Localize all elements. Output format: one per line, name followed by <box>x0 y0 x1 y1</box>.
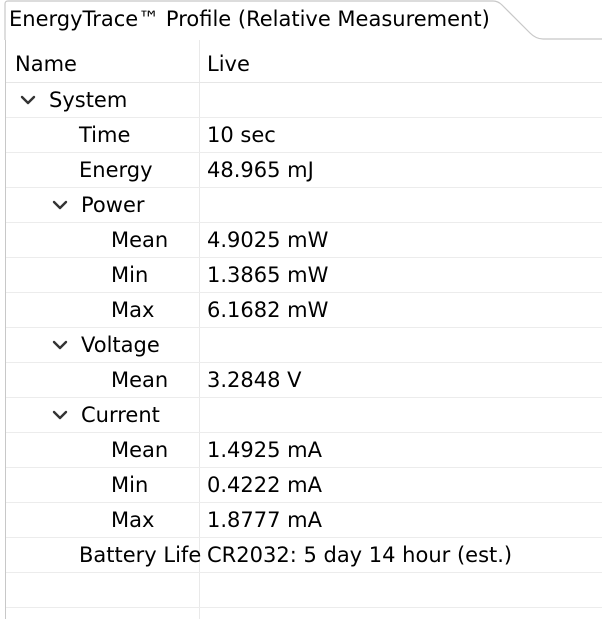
row-label: Min <box>111 473 149 497</box>
tree-row-energy[interactable]: Energy 48.965 mJ <box>6 153 602 188</box>
row-label: Min <box>111 263 149 287</box>
tree-row-voltage[interactable]: Voltage <box>6 328 602 363</box>
row-label: Mean <box>111 228 169 252</box>
row-value: 10 sec <box>207 123 276 147</box>
row-label: Power <box>81 193 145 217</box>
tree-node: Current <box>50 398 160 432</box>
table-header: Name Live <box>6 40 602 83</box>
tree-row-current-mean[interactable]: Mean 1.4925 mA <box>6 433 602 468</box>
row-label: System <box>49 88 128 112</box>
row-label: Mean <box>111 368 169 392</box>
row-label: Battery Life <box>79 543 202 567</box>
row-label: Max <box>111 508 155 532</box>
row-value: CR2032: 5 day 14 hour (est.) <box>207 543 513 567</box>
row-value: 1.4925 mA <box>207 438 322 462</box>
tree-row-current-max[interactable]: Max 1.8777 mA <box>6 503 602 538</box>
row-label: Energy <box>79 158 153 182</box>
row-label: Current <box>81 403 160 427</box>
view-tab-strip: EnergyTrace™ Profile (Relative Measureme… <box>0 0 602 40</box>
row-value: 1.3865 mW <box>207 263 329 287</box>
row-value: 3.2848 V <box>207 368 302 392</box>
view-tab-title[interactable]: EnergyTrace™ Profile (Relative Measureme… <box>9 7 490 31</box>
tab-outline <box>4 0 602 40</box>
tree-row-power-mean[interactable]: Mean 4.9025 mW <box>6 223 602 258</box>
tree-node: System <box>18 83 127 117</box>
chevron-down-icon[interactable] <box>50 195 70 215</box>
column-header-live[interactable]: Live <box>207 52 250 76</box>
tree-row-time[interactable]: Time 10 sec <box>6 118 602 153</box>
tree-row-battery-life[interactable]: Battery Life CR2032: 5 day 14 hour (est.… <box>6 538 602 573</box>
tree-row-power-min[interactable]: Min 1.3865 mW <box>6 258 602 293</box>
row-label: Time <box>79 123 131 147</box>
tree-row-current-min[interactable]: Min 0.4222 mA <box>6 468 602 503</box>
row-value: 0.4222 mA <box>207 473 322 497</box>
row-value: 48.965 mJ <box>207 158 314 182</box>
tree-node: Power <box>50 188 145 222</box>
row-value: 4.9025 mW <box>207 228 329 252</box>
chevron-down-icon[interactable] <box>50 335 70 355</box>
column-divider[interactable] <box>199 40 200 619</box>
tree-row-voltage-mean[interactable]: Mean 3.2848 V <box>6 363 602 398</box>
row-value: 6.1682 mW <box>207 298 329 322</box>
tree-row-power-max[interactable]: Max 6.1682 mW <box>6 293 602 328</box>
table-body: System Time 10 sec Energy 48.965 mJ Powe… <box>6 83 602 608</box>
tree-row-power[interactable]: Power <box>6 188 602 223</box>
row-label: Voltage <box>81 333 160 357</box>
row-value: 1.8777 mA <box>207 508 322 532</box>
row-label: Mean <box>111 438 169 462</box>
tree-node: Voltage <box>50 328 160 362</box>
row-label: Max <box>111 298 155 322</box>
energytrace-tree-table: Name Live System Time 10 sec Energy 48.9… <box>5 40 602 619</box>
column-header-name[interactable]: Name <box>15 52 77 76</box>
tree-row-system[interactable]: System <box>6 83 602 118</box>
tree-row-current[interactable]: Current <box>6 398 602 433</box>
chevron-down-icon[interactable] <box>50 405 70 425</box>
empty-row <box>6 573 602 608</box>
chevron-down-icon[interactable] <box>18 90 38 110</box>
